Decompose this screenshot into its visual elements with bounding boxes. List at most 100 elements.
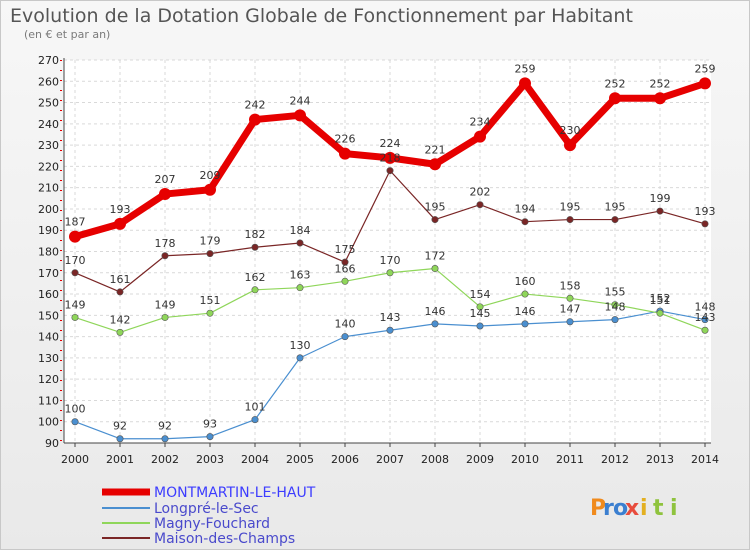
x-tick-label: 2011 [556,453,584,466]
y-tick-labels: 90 100 110 120 130 140 150 160 170 180 190 200 210 22… [38,54,59,450]
data-point [296,239,304,247]
data-label: 93 [203,418,217,431]
data-label: 187 [65,216,86,229]
logo-letter: o [613,496,628,521]
proxiti-logo: Pr ox i t i [590,496,678,521]
data-label: 230 [560,124,581,137]
logo-letter: x [625,496,639,521]
data-label: 252 [605,77,626,90]
x-tick-label: 2000 [61,453,89,466]
data-label: 140 [335,318,356,331]
data-label: 226 [335,133,356,146]
y-tick-label: 170 [38,267,59,280]
data-label: 207 [155,173,176,186]
logo-letter: r [603,496,614,521]
data-label: 209 [200,169,221,182]
data-label: 179 [200,235,221,248]
data-point [116,328,124,336]
chart-subtitle: (en € et par an) [24,28,110,41]
data-label: 151 [200,294,221,307]
data-label: 194 [515,203,536,216]
y-tick-label: 220 [38,160,59,173]
data-label: 158 [560,279,581,292]
x-tick-label: 2009 [466,453,494,466]
legend-label: Longpré-le-Sec [154,501,259,517]
data-label: 143 [380,311,401,324]
data-point [701,316,709,324]
x-tick-labels: 2000 2001 2002 2003 2004 2005 2006 2007 2008 2009… [61,453,719,466]
data-point [296,354,304,362]
x-tick-label: 2010 [511,453,539,466]
x-tick-label: 2013 [646,453,674,466]
y-tick-label: 140 [38,331,59,344]
y-tick-label: 270 [38,54,59,67]
data-point [339,147,351,160]
data-label: 92 [113,420,127,433]
y-tick-label: 120 [38,373,59,386]
data-point [386,326,394,334]
legend-item: Longpré-le-Sec [102,501,259,517]
data-label: 242 [245,99,266,112]
data-label: 195 [605,201,626,214]
data-point [159,188,171,201]
series-montmartin-le-haut [69,77,711,243]
data-point [206,433,214,441]
x-tick-label: 2001 [106,453,134,466]
legend-label: Maison-des-Champs [154,531,295,547]
data-label: 184 [290,224,311,237]
data-point [71,418,79,426]
data-label: 170 [380,254,401,267]
data-label: 162 [245,271,266,284]
data-label: 151 [650,294,671,307]
data-label: 146 [425,305,446,318]
y-tick-label: 100 [38,416,59,429]
data-label: 154 [470,288,491,301]
data-point [566,294,574,302]
series-maison-des-champs [71,167,709,296]
data-label: 195 [560,201,581,214]
data-label: 130 [290,339,311,352]
data-point [611,316,619,324]
series-magny-fouchard [71,265,709,336]
data-point [701,220,709,228]
data-label: 252 [650,77,671,90]
data-label: 218 [380,152,401,165]
data-point [476,303,484,311]
data-label: 152 [650,292,671,305]
legend-item: Maison-des-Champs [102,531,295,547]
data-point [116,435,124,443]
data-point [204,183,216,196]
data-point [611,301,619,309]
data-label: 148 [695,301,716,314]
x-tick-label: 2008 [421,453,449,466]
data-point [161,313,169,321]
data-label: 178 [155,237,176,250]
legend-label: MONTMARTIN-LE-HAUT [154,485,316,501]
y-tick-label: 190 [38,224,59,237]
data-point [519,77,531,90]
data-point [656,207,664,215]
y-tick-label: 90 [45,437,59,450]
data-point [701,326,709,334]
data-label: 221 [425,143,446,156]
data-point [341,277,349,285]
data-point [476,322,484,330]
data-point [521,290,529,298]
axes [60,58,711,447]
y-tick-label: 150 [38,309,59,322]
legend: MONTMARTIN-LE-HAUTLongpré-le-SecMagny-Fo… [102,485,316,547]
data-label: 100 [65,403,86,416]
data-point [249,113,261,126]
data-point [566,216,574,224]
logo-letter: i [640,496,648,521]
data-label: 143 [695,311,716,324]
y-tick-label: 260 [38,75,59,88]
data-point [656,309,664,317]
data-label: 193 [110,203,131,216]
data-point [71,313,79,321]
data-label: 172 [425,250,446,263]
y-tick-label: 160 [38,288,59,301]
data-point [161,435,169,443]
data-point [386,167,394,175]
